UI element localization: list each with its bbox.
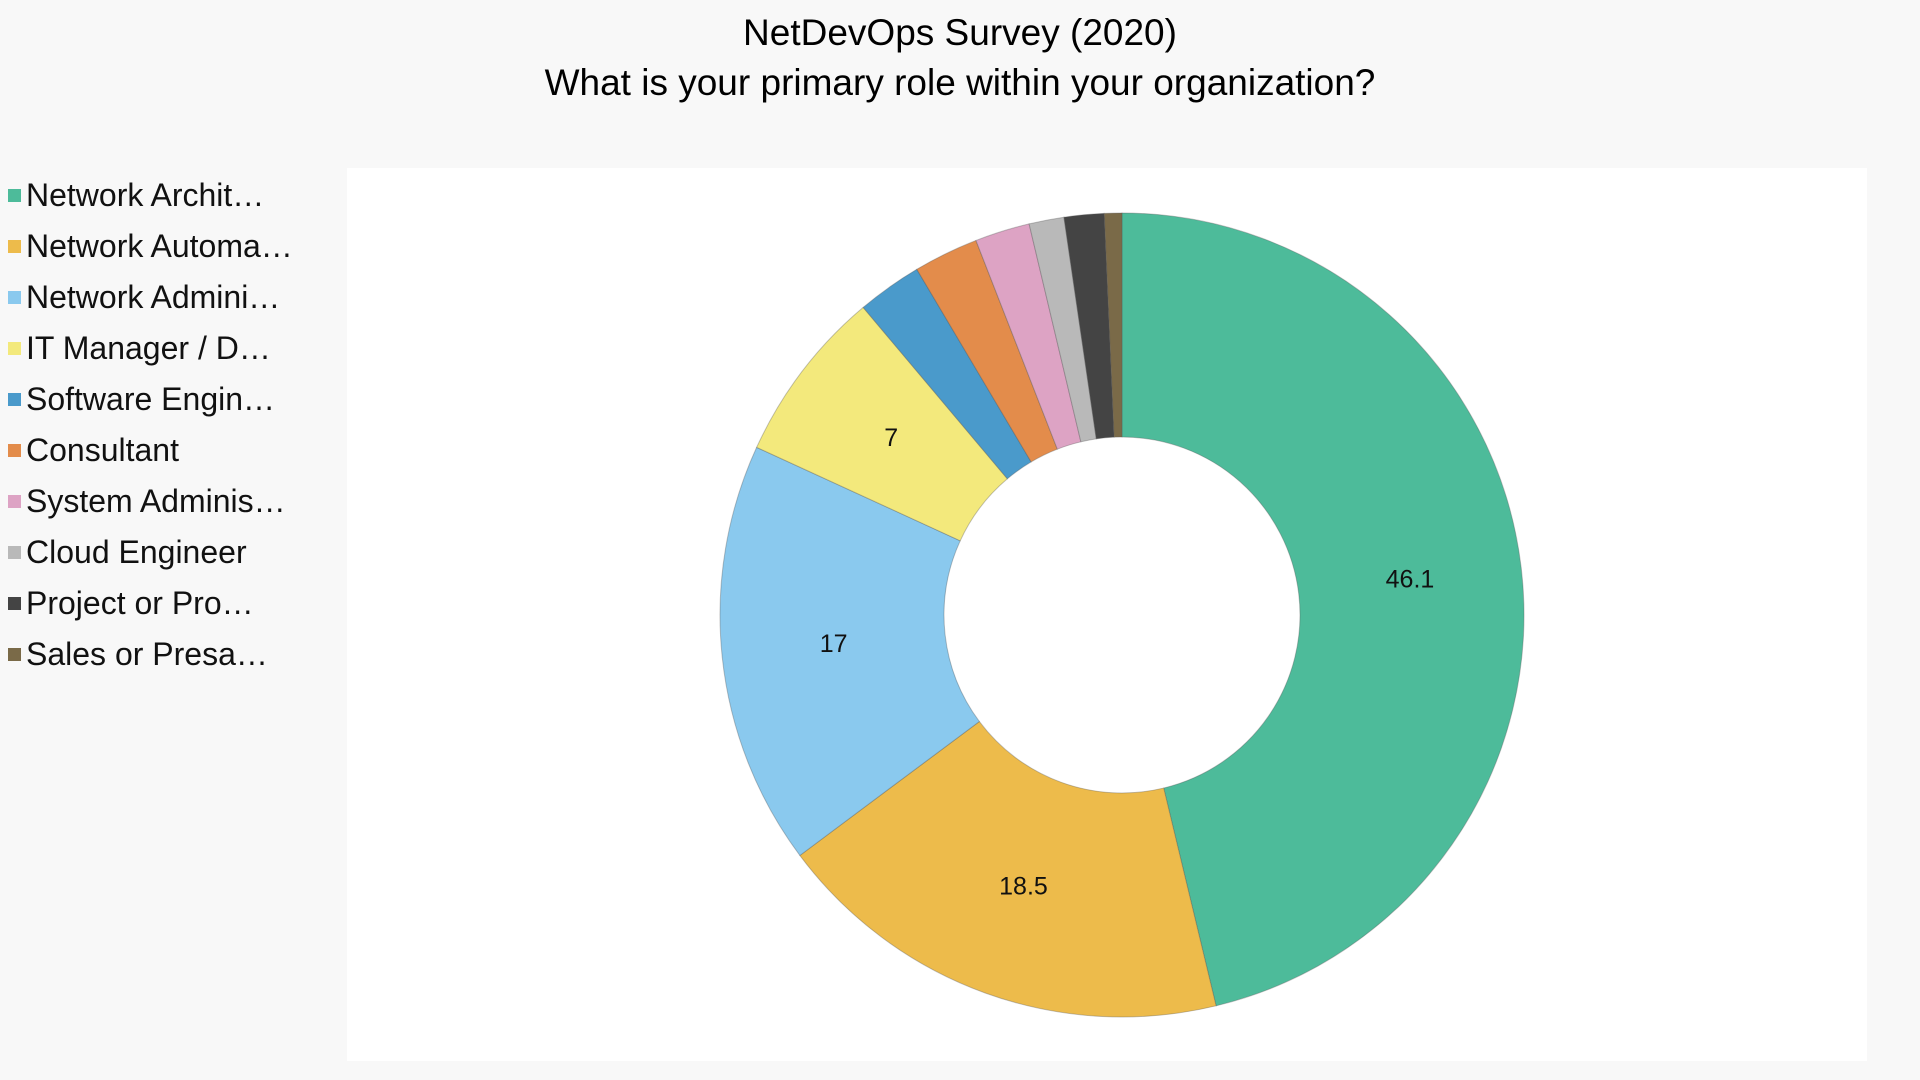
- legend-swatch: [8, 189, 21, 202]
- legend-swatch: [8, 393, 21, 406]
- slice-data-label: 18.5: [999, 872, 1048, 900]
- legend-label: Network Admini…: [26, 279, 281, 315]
- legend-item: Network Archit…: [8, 170, 338, 221]
- legend-item: System Adminis…: [8, 476, 338, 527]
- legend-label: Project or Pro…: [26, 585, 254, 621]
- legend-swatch: [8, 444, 21, 457]
- slice-data-label: 7: [884, 424, 898, 452]
- legend-item: Network Automa…: [8, 221, 338, 272]
- donut-slice: [1103, 212, 1123, 438]
- legend-label: IT Manager / D…: [26, 330, 271, 366]
- legend-swatch: [8, 495, 21, 508]
- plot-area: 46.1 18.5 17 7: [347, 168, 1867, 1061]
- legend-label: Network Automa…: [26, 228, 293, 264]
- slice-data-label: 17: [820, 630, 848, 658]
- donut-slice: [755, 306, 1009, 542]
- legend-label: Software Engin…: [26, 381, 276, 417]
- legend-swatch: [8, 291, 21, 304]
- legend-label: Cloud Engineer: [26, 534, 247, 570]
- legend-item: IT Manager / D…: [8, 323, 338, 374]
- legend-swatch: [8, 240, 21, 253]
- legend-item: Project or Pro…: [8, 578, 338, 629]
- legend-swatch: [8, 342, 21, 355]
- legend-label: System Adminis…: [26, 483, 286, 519]
- donut-slice: [1063, 212, 1115, 440]
- legend-item: Sales or Presa…: [8, 629, 338, 680]
- legend-label: Network Archit…: [26, 177, 265, 213]
- legend-label: Sales or Presa…: [26, 636, 268, 672]
- chart-title-line-1: NetDevOps Survey (2020): [743, 12, 1177, 53]
- donut-chart: 46.1 18.5 17 7: [719, 212, 1525, 1018]
- legend-item: Network Admini…: [8, 272, 338, 323]
- legend-swatch: [8, 648, 21, 661]
- legend-label: Consultant: [26, 432, 179, 468]
- donut-slice: [1121, 212, 1525, 1007]
- slice-data-label: 46.1: [1386, 565, 1435, 593]
- legend-swatch: [8, 546, 21, 559]
- legend-swatch: [8, 597, 21, 610]
- legend-item: Software Engin…: [8, 374, 338, 425]
- donut-slice: [719, 446, 981, 857]
- legend-item: Cloud Engineer: [8, 527, 338, 578]
- chart-legend: Network Archit… Network Automa… Network Ad…: [8, 170, 338, 680]
- chart-title-line-2: What is your primary role within your or…: [544, 62, 1376, 103]
- donut-slice: [799, 720, 1217, 1018]
- donut-slice: [862, 268, 1032, 480]
- donut-slice: [1028, 216, 1097, 443]
- legend-item: Consultant: [8, 425, 338, 476]
- chart-title: NetDevOps Survey (2020) What is your pri…: [0, 8, 1920, 108]
